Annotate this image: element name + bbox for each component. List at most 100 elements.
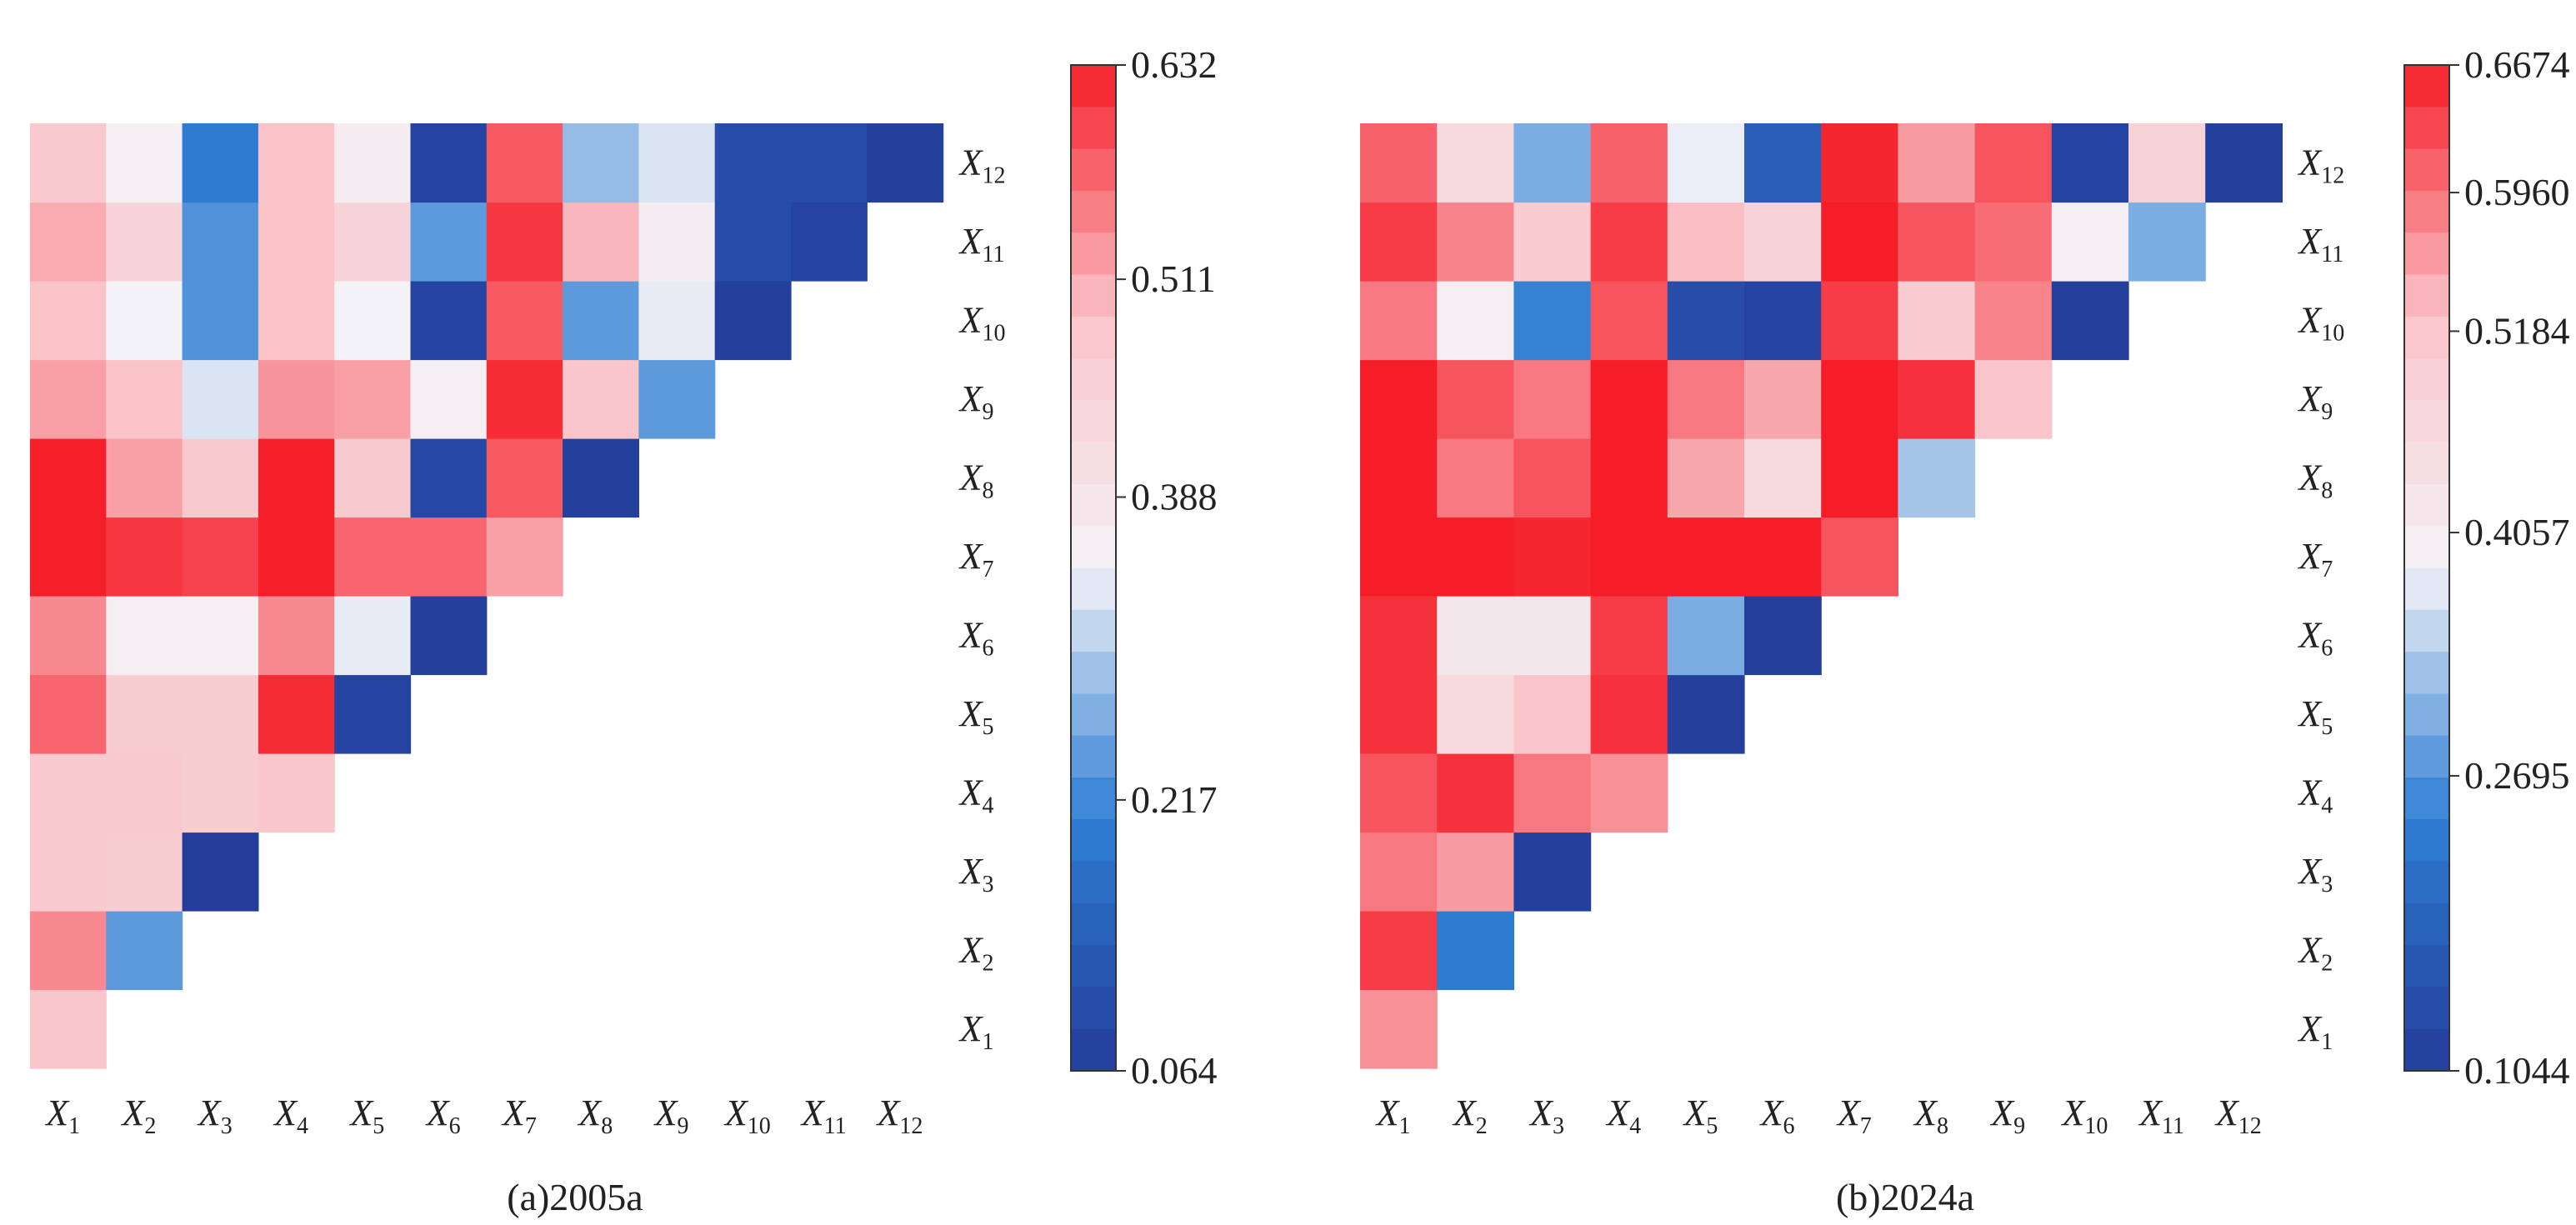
colorbar-segment xyxy=(2404,274,2449,318)
cell-X11-X10 xyxy=(2051,202,2129,282)
cell-X3-X2 xyxy=(106,832,183,912)
cell-X7-X6 xyxy=(1744,517,1822,597)
x-tick-X10: X10 xyxy=(2060,1092,2108,1139)
cell-X8-X3 xyxy=(182,438,259,518)
cell-X12-X10 xyxy=(714,123,792,203)
cell-X6-X6 xyxy=(1744,596,1822,676)
cell-X9-X4 xyxy=(258,359,335,439)
cell-X6-X4 xyxy=(258,596,335,676)
cell-X12-X1 xyxy=(1360,123,1438,203)
colorbar-segment xyxy=(1071,987,1116,1030)
cell-X8-X6 xyxy=(410,438,488,518)
cell-X12-X5 xyxy=(334,123,412,203)
colorbar-segment xyxy=(1071,316,1116,359)
cell-X12-X9 xyxy=(638,123,716,203)
cell-X11-X5 xyxy=(334,202,412,282)
cell-X3-X1 xyxy=(30,832,107,912)
cell-X7-X1 xyxy=(1360,517,1438,597)
cell-X6-X6 xyxy=(410,596,488,676)
cell-X12-X8 xyxy=(563,123,639,203)
cell-X12-X4 xyxy=(1590,123,1668,203)
cell-X4-X3 xyxy=(1513,753,1592,833)
colorbar-segment xyxy=(2404,902,2449,946)
cell-X2-X1 xyxy=(1360,911,1438,991)
cell-X5-X5 xyxy=(334,674,412,754)
cell-X4-X2 xyxy=(1437,753,1514,833)
colorbar-segment xyxy=(1071,358,1116,401)
colorbar-segment xyxy=(2404,65,2449,108)
cell-X11-X4 xyxy=(1590,202,1668,282)
cell-X11-X8 xyxy=(1898,202,1976,282)
cell-X8-X1 xyxy=(1360,438,1438,518)
cell-X7-X1 xyxy=(30,517,107,597)
x-tick-X2: X2 xyxy=(121,1092,157,1139)
cell-X8-X5 xyxy=(334,438,412,518)
cell-X8-X3 xyxy=(1513,438,1592,518)
x-tick-X12: X12 xyxy=(2214,1092,2262,1139)
x-tick-X11: X11 xyxy=(2138,1092,2184,1139)
cell-X2-X2 xyxy=(1437,911,1514,991)
colorbar-segment xyxy=(2404,1028,2449,1072)
y-tick-X12: X12 xyxy=(958,142,1006,188)
colorbar-segment xyxy=(2404,526,2449,569)
cell-X9-X7 xyxy=(1821,359,1898,439)
x-tick-X5: X5 xyxy=(1682,1092,1718,1139)
heatmap-panel-2005a: X1 X2 X3 X4 X5 X6 X7 X8 X9 X10 X11 X12 X1 X2 X3 X4 X5 X6 X… xyxy=(30,43,1218,1218)
y-tick-X7: X7 xyxy=(2297,536,2333,582)
cell-X9-X1 xyxy=(30,359,107,439)
cell-X5-X3 xyxy=(182,674,259,754)
colorbar-segment xyxy=(1071,274,1116,318)
cell-X10-X9 xyxy=(638,281,716,361)
colorbar-label-0.388: 0.388 xyxy=(1131,476,1218,518)
colorbar-label-0.5184: 0.5184 xyxy=(2464,309,2570,352)
cell-X6-X5 xyxy=(334,596,412,676)
cell-X12-X12 xyxy=(2205,123,2283,203)
colorbar-segment xyxy=(2404,987,2449,1030)
cell-X6-X4 xyxy=(1590,596,1668,676)
cell-X7-X3 xyxy=(1513,517,1592,597)
y-tick-X5: X5 xyxy=(958,693,994,740)
cell-X1-X1 xyxy=(30,989,107,1069)
colorbar-label-0.4057: 0.4057 xyxy=(2464,511,2570,553)
cell-X6-X1 xyxy=(30,596,107,676)
colorbar-segment xyxy=(1071,778,1116,820)
cell-X11-X7 xyxy=(1821,202,1898,282)
colorbar-segment xyxy=(2404,819,2449,862)
x-tick-X1: X1 xyxy=(44,1092,80,1139)
y-tick-X8: X8 xyxy=(2297,457,2333,503)
cell-X12-X11 xyxy=(2128,123,2206,203)
cell-X10-X5 xyxy=(334,281,412,361)
cell-X10-X2 xyxy=(106,281,183,361)
panel-caption: (a)2005a xyxy=(507,1176,643,1218)
cell-X7-X3 xyxy=(182,517,259,597)
cell-X7-X7 xyxy=(1821,517,1898,597)
cell-X11-X8 xyxy=(563,202,639,282)
x-tick-X4: X4 xyxy=(1605,1092,1641,1139)
cell-X9-X3 xyxy=(1513,359,1592,439)
colorbar-frame xyxy=(1070,64,1117,1072)
cell-X9-X5 xyxy=(334,359,412,439)
y-tick-X1: X1 xyxy=(958,1008,994,1055)
x-tick-X8: X8 xyxy=(577,1092,613,1139)
y-tick-X12: X12 xyxy=(2297,142,2344,188)
cell-X4-X3 xyxy=(182,753,259,833)
cell-X12-X3 xyxy=(1513,123,1592,203)
colorbar-segment xyxy=(1071,232,1116,276)
cell-X4-X1 xyxy=(1360,753,1438,833)
colorbar-label-0.511: 0.511 xyxy=(1131,258,1216,300)
cell-X8-X7 xyxy=(486,438,563,518)
cell-X10-X6 xyxy=(1744,281,1822,361)
cell-X8-X2 xyxy=(1437,438,1514,518)
cell-X7-X4 xyxy=(1590,517,1668,597)
cell-X4-X4 xyxy=(1590,753,1668,833)
cell-X5-X5 xyxy=(1667,674,1745,754)
colorbar-segment xyxy=(2404,316,2449,359)
cell-X5-X4 xyxy=(1590,674,1668,754)
cell-X11-X9 xyxy=(638,202,716,282)
cell-X7-X4 xyxy=(258,517,335,597)
cell-X8-X4 xyxy=(258,438,335,518)
cell-X11-X3 xyxy=(1513,202,1592,282)
cell-X10-X1 xyxy=(30,281,107,361)
cell-X12-X2 xyxy=(1437,123,1514,203)
cell-X11-X2 xyxy=(106,202,183,282)
